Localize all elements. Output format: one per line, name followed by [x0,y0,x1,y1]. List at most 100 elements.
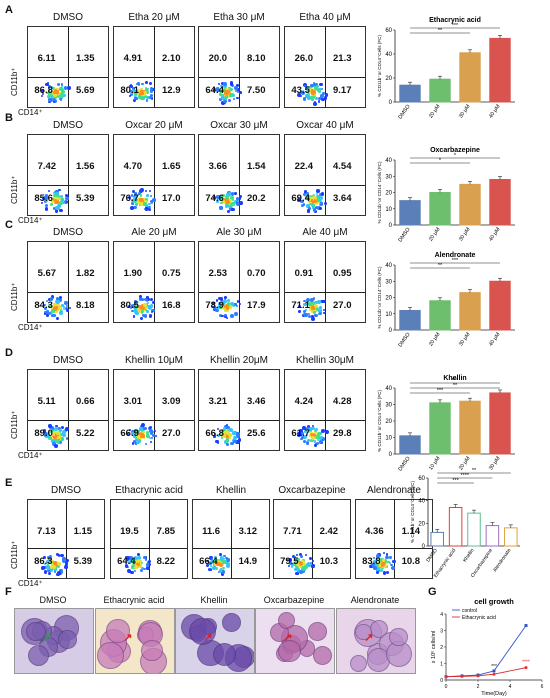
flow-dot [125,556,130,561]
quadrant-q2-value: 1.54 [247,161,266,173]
x-tick-label: 40 μM [488,226,502,242]
flow-dot [144,442,148,446]
flow-dot [49,559,53,564]
flow-dot [55,316,59,320]
flow-dot [151,436,154,439]
panel-label: E [5,477,13,489]
flow-dot [50,295,54,299]
flow-plot: DMSO 7.13 1.15 86.3 5.39 [27,485,105,579]
flow-dot [319,195,323,200]
flow-dot [134,569,137,573]
flow-dot [321,97,325,102]
flow-dot [147,87,150,90]
flow-dot [296,558,300,562]
flow-dot [315,436,318,440]
flow-dot [385,553,389,556]
flow-dot [60,89,65,94]
y-tick-label: 60 [418,476,425,482]
flow-dot [232,302,235,306]
bar [489,179,511,226]
quadrant-q1-value: 4.91 [123,53,143,65]
flow-dot [44,82,49,87]
flow-dot [66,305,69,308]
flow-dot [294,567,298,572]
flow-dot [147,301,150,305]
flow-dot [375,557,378,560]
flow-dot [222,89,226,94]
flow-dot [319,199,323,203]
y-tick-label: 10 [385,207,392,213]
y-axis-title: % CD11b⁺or CD14⁺Cells (FC) [377,161,382,223]
flow-dot [306,427,309,430]
flow-dot [300,199,304,204]
significance-marker: ** [472,468,477,474]
flow-dot [144,556,148,559]
quadrant-line-vertical [239,27,240,107]
x-tick-label: 30 μM [488,455,502,471]
flow-dot [148,95,152,99]
flow-plot: Khellin 20μM 3.21 3.46 66.8 25.6 [198,355,280,451]
x-tick-label: 40 μM [488,103,502,119]
flow-plot-title: Ale 20 μM [131,227,177,238]
flow-dot [300,91,305,96]
quadrant-q3-value: 84.3 [34,299,53,311]
flow-dot [227,428,231,432]
flow-dot [216,434,220,438]
flow-dot [306,90,309,93]
flow-dot [46,313,49,317]
flow-dot [228,306,232,310]
flow-plot-area: 0.91 0.95 71.1 27.0 [285,242,365,322]
flow-dot [385,555,389,560]
flow-dot [371,564,376,568]
flow-dot [47,88,51,92]
flow-plot-title: Etha 30 μM [213,12,265,23]
x-tick-label: DMSO [397,227,411,244]
flow-dot [320,299,324,303]
quadrant-q3-value: 71.1 [291,299,310,311]
flow-dot [150,94,154,98]
flow-plot: Etha 40 μM 26.0 21.3 43.5 9.17 [284,12,366,108]
flow-dot [309,83,314,88]
flow-dot [308,89,311,92]
flow-dot [302,566,306,569]
quadrant-q4-value: 7.50 [247,84,266,96]
quadrant-line-horizontal [28,548,104,550]
quadrant-q3-value: 61.7 [291,427,310,439]
flow-dot [382,559,385,563]
y-tick-label: 1 [440,662,443,668]
flow-dot [234,311,239,316]
flow-dot [215,567,219,571]
flow-dot [134,302,137,305]
flow-dot [130,205,135,210]
flow-dot [323,96,328,101]
flow-dot [224,315,227,319]
flow-dot [48,436,52,440]
quadrant-line-vertical [325,135,326,215]
flow-plot-title: Etha 40 μM [299,12,351,23]
quadrant-q1-value: 5.11 [37,396,56,408]
flow-dot [146,433,149,436]
flow-dot [210,557,214,561]
flow-dot [49,94,53,98]
flow-dot [223,300,227,304]
flow-dot [132,440,137,444]
flow-plot-title: DMSO [53,227,83,238]
flow-dot [53,99,58,104]
flow-plot-area: 19.5 7.85 64.4 8.22 [111,500,187,578]
flow-dot [320,192,325,196]
flow-dot [310,433,313,436]
flow-dot [137,555,142,560]
x-tick-label: 20 μM [428,331,442,347]
flow-dot [297,92,302,97]
flow-dot [56,432,59,435]
data-point [444,675,448,679]
flow-dot [312,207,317,212]
quadrant-q2-value: 0.75 [162,268,181,280]
flow-dot [301,426,306,431]
flow-dot [226,304,230,308]
flow-dot [152,87,156,91]
flow-dot [135,98,138,101]
flow-dot [140,568,143,572]
flow-dot [381,562,385,566]
flow-dot [53,200,56,204]
